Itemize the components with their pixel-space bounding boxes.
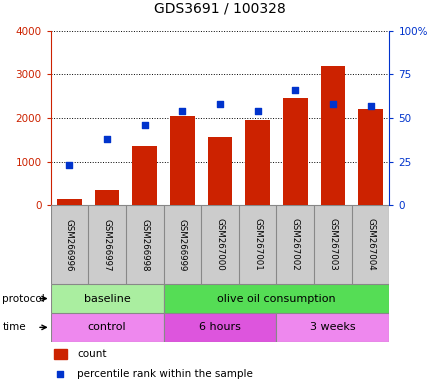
Text: time: time bbox=[2, 322, 26, 333]
Text: 6 hours: 6 hours bbox=[199, 322, 241, 333]
Point bbox=[330, 101, 337, 107]
Bar bbox=[95, 190, 119, 205]
Text: GSM266998: GSM266998 bbox=[140, 218, 149, 271]
Text: count: count bbox=[77, 349, 106, 359]
Bar bbox=[54, 349, 67, 359]
Point bbox=[141, 122, 148, 128]
Text: GSM267002: GSM267002 bbox=[291, 218, 300, 271]
Text: GDS3691 / 100328: GDS3691 / 100328 bbox=[154, 2, 286, 15]
Bar bbox=[208, 137, 232, 205]
Text: GSM266996: GSM266996 bbox=[65, 218, 74, 271]
Bar bbox=[164, 313, 276, 342]
Text: GSM266997: GSM266997 bbox=[103, 218, 112, 271]
Bar bbox=[358, 109, 383, 205]
Text: GSM266999: GSM266999 bbox=[178, 218, 187, 271]
Point bbox=[216, 101, 224, 107]
Bar bbox=[276, 313, 389, 342]
Bar bbox=[51, 284, 164, 313]
Point bbox=[57, 371, 64, 377]
Point bbox=[179, 108, 186, 114]
Text: GSM267000: GSM267000 bbox=[216, 218, 224, 271]
Bar bbox=[51, 313, 164, 342]
Bar bbox=[57, 199, 82, 205]
Point bbox=[254, 108, 261, 114]
Text: GSM267003: GSM267003 bbox=[328, 218, 337, 271]
Text: control: control bbox=[88, 322, 126, 333]
Point bbox=[66, 162, 73, 168]
Bar bbox=[283, 98, 308, 205]
Text: GSM267004: GSM267004 bbox=[366, 218, 375, 271]
Bar bbox=[164, 284, 389, 313]
Text: percentile rank within the sample: percentile rank within the sample bbox=[77, 369, 253, 379]
Bar bbox=[170, 116, 194, 205]
Text: baseline: baseline bbox=[84, 293, 130, 304]
Text: protocol: protocol bbox=[2, 293, 45, 304]
Bar bbox=[132, 146, 157, 205]
Point bbox=[103, 136, 110, 142]
Bar bbox=[246, 120, 270, 205]
Bar bbox=[321, 66, 345, 205]
Point bbox=[292, 87, 299, 93]
Text: olive oil consumption: olive oil consumption bbox=[217, 293, 336, 304]
Text: 3 weeks: 3 weeks bbox=[310, 322, 356, 333]
Point bbox=[367, 103, 374, 109]
Text: GSM267001: GSM267001 bbox=[253, 218, 262, 271]
